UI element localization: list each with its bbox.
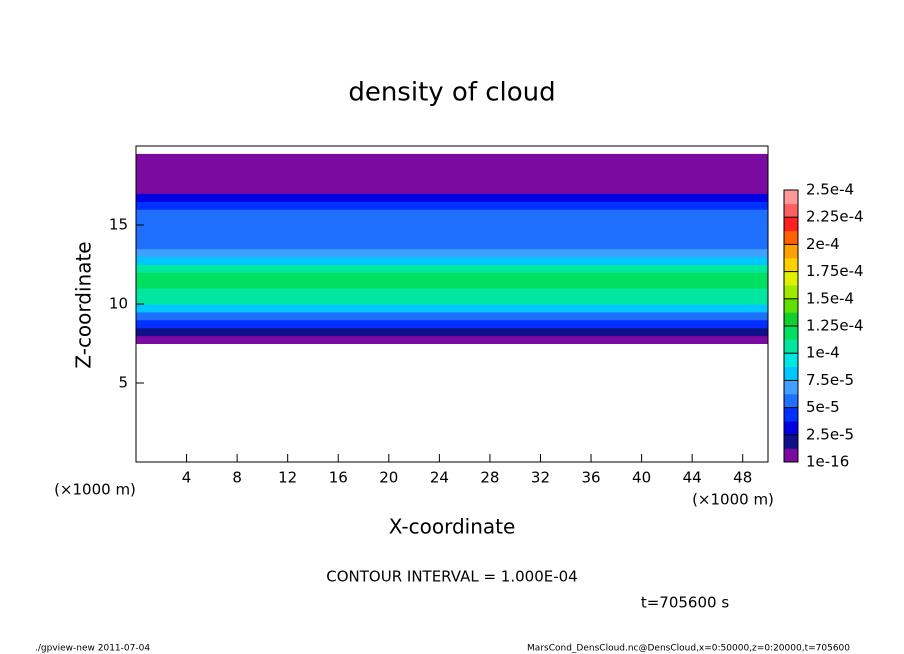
x-tick-label: 8: [232, 469, 242, 487]
density-band: [136, 311, 768, 321]
density-band: [136, 264, 768, 273]
colorbar-label: 1.5e-4: [806, 289, 854, 307]
colorbar-swatch: [784, 421, 798, 436]
colorbar-label: 5e-5: [806, 398, 840, 416]
colorbar-swatch: [784, 366, 798, 381]
density-band: [136, 296, 768, 305]
colorbar-swatch: [784, 230, 798, 245]
density-band: [136, 256, 768, 265]
y-tick-label: 15: [109, 216, 128, 234]
density-band: [136, 193, 768, 202]
x-tick-label: 44: [683, 469, 702, 487]
x-tick-label: 36: [581, 469, 600, 487]
y-axis-label: Z-coordinate: [72, 241, 96, 368]
x-tick-label: 24: [430, 469, 449, 487]
colorbar-swatch: [784, 285, 798, 300]
footer-left: ./gpview-new 2011-07-04: [35, 644, 150, 654]
density-band: [136, 335, 768, 344]
x-axis-label: X-coordinate: [389, 515, 516, 539]
density-band: [136, 288, 768, 297]
colorbar-label: 1e-16: [806, 453, 849, 471]
colorbar-swatch: [784, 298, 798, 313]
colorbar-label: 1.75e-4: [806, 262, 864, 280]
density-band: [136, 280, 768, 289]
colorbar-swatch: [784, 244, 798, 259]
contour-note: CONTOUR INTERVAL = 1.000E-04: [326, 568, 577, 586]
density-band: [136, 240, 768, 250]
colorbar-swatch: [784, 217, 798, 232]
colorbar-swatch: [784, 203, 798, 218]
density-band: [136, 201, 768, 210]
colorbar-swatch: [784, 190, 798, 204]
colorbar-swatch: [784, 271, 798, 286]
x-tick-label: 16: [329, 469, 348, 487]
density-band: [136, 304, 768, 313]
colorbar-swatch: [784, 312, 798, 327]
density-band: [136, 319, 768, 329]
time-note: t=705600 s: [641, 594, 729, 612]
density-band: [136, 177, 768, 186]
x-tick-label: 28: [480, 469, 499, 487]
x-tick-label: 20: [379, 469, 398, 487]
density-band: [136, 248, 768, 258]
density-band: [136, 185, 768, 194]
x-tick-label: 4: [182, 469, 192, 487]
colorbar-swatch: [784, 326, 798, 340]
x-unit-right: (×1000 m): [692, 491, 774, 509]
colorbar-label: 2e-4: [806, 235, 840, 253]
footer-right: MarsCond_DensCloud.nc@DensCloud,x=0:5000…: [527, 644, 850, 654]
colorbar-swatch: [784, 434, 798, 449]
chart-title: density of cloud: [348, 78, 555, 108]
colorbar-label: 1e-4: [806, 344, 840, 362]
x-tick-label: 48: [733, 469, 752, 487]
colorbar-swatch: [784, 339, 798, 354]
colorbar-swatch: [784, 448, 798, 463]
colorbar-label: 1.25e-4: [806, 317, 864, 335]
colorbar-swatch: [784, 353, 798, 368]
colorbar-swatch: [784, 380, 798, 395]
y-tick-label: 5: [118, 374, 128, 392]
density-band: [136, 225, 768, 242]
colorbar-label: 7.5e-5: [806, 371, 854, 389]
density-band: [136, 153, 768, 163]
y-tick-label: 10: [109, 295, 128, 313]
density-band: [136, 161, 768, 179]
density-band: [136, 272, 768, 281]
colorbar-swatch: [784, 407, 798, 422]
colorbar-label: 2.5e-4: [806, 181, 854, 199]
x-tick-label: 12: [278, 469, 297, 487]
density-band: [136, 327, 768, 337]
density-band: [136, 209, 768, 226]
colorbar-label: 2.25e-4: [806, 208, 864, 226]
colorbar-swatch: [784, 258, 798, 272]
x-unit-left: (×1000 m): [54, 481, 136, 499]
x-tick-label: 32: [531, 469, 550, 487]
colorbar-label: 2.5e-5: [806, 425, 854, 443]
x-tick-label: 40: [632, 469, 651, 487]
colorbar-swatch: [784, 394, 798, 408]
